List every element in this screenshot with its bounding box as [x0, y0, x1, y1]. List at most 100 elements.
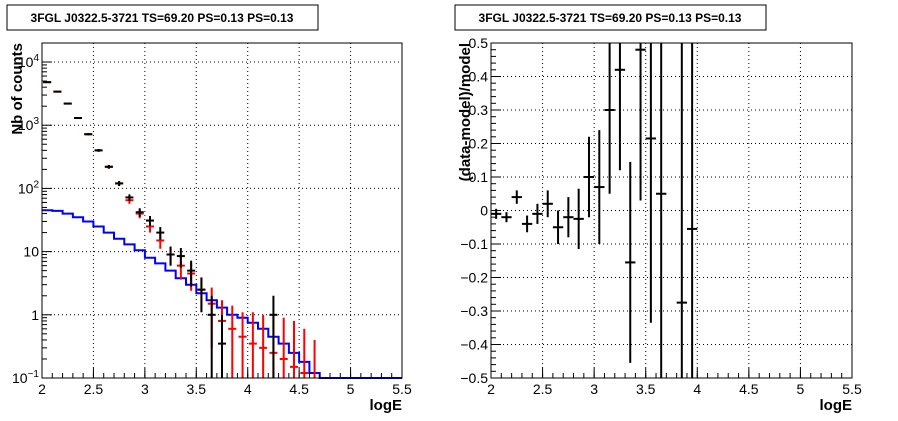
residual-point [521, 215, 533, 233]
residual-point [552, 210, 564, 244]
counts-x-tick-label: 2 [38, 381, 46, 397]
residual-y-tick-label: −0.3 [460, 303, 488, 319]
counts-y-tick-label: 103 [18, 116, 40, 133]
data-point [166, 246, 175, 266]
residual-x-tick-label: 4.5 [739, 381, 759, 397]
residual-point [511, 190, 522, 204]
residual-point [625, 161, 636, 363]
data-point [176, 248, 185, 268]
model-point [300, 328, 309, 378]
data-point [218, 314, 226, 378]
counts-series [42, 81, 402, 379]
residual-y-tick-label: −0.2 [460, 270, 488, 286]
model-point [238, 312, 247, 378]
counts-panel: 3FGL J0322.5-3721 TS=69.20 PS=0.13 PS=0.… [6, 4, 412, 414]
counts-y-tick-label: 10−1 [12, 369, 39, 386]
residual-series [491, 43, 698, 378]
counts-x-tick-label: 5.5 [392, 381, 412, 397]
counts-x-tick-labels: 2 2.5 3 3.5 4 4.5 5 5.5 [38, 381, 412, 397]
residual-panel: 3FGL J0322.5-3721 TS=69.20 PS=0.13 PS=0.… [454, 4, 862, 414]
data-point [115, 181, 124, 187]
data-point [53, 90, 62, 93]
residual-point [573, 188, 584, 250]
counts-grid [42, 43, 402, 378]
counts-y-axis-label: Nb of counts [9, 43, 26, 135]
data-point [135, 208, 144, 217]
residual-point [676, 43, 687, 378]
residual-point [594, 130, 605, 244]
residual-grid [491, 43, 852, 378]
residual-point [501, 212, 512, 223]
residual-point [604, 43, 615, 194]
model-point [279, 317, 288, 378]
residual-y-axis-label: (data-model)/model [457, 43, 474, 181]
residual-title: 3FGL J0322.5-3721 TS=69.20 PS=0.13 PS=0.… [479, 11, 742, 25]
counts-x-tick-label: 4 [244, 381, 252, 397]
counts-x-tick-label: 5 [347, 381, 355, 397]
residual-y-tick-label: 0 [480, 203, 488, 219]
residual-y-tick-label: 0.1 [469, 169, 489, 185]
counts-y-tick-label: 10 [23, 244, 39, 260]
counts-y-tick-labels: 10−1 1 10 102 103 104 [12, 53, 39, 386]
residual-point [532, 203, 543, 224]
counts-x-tick-label: 2.5 [84, 381, 104, 397]
counts-x-axis-label: logE [370, 397, 403, 414]
model-point [259, 314, 268, 378]
residual-x-tick-label: 5 [797, 381, 805, 397]
residual-point [656, 43, 667, 378]
residual-axis-ticks [490, 42, 853, 379]
data-point [104, 164, 113, 169]
model-point [290, 320, 298, 378]
data-point [74, 117, 82, 120]
counts-axis-ticks [41, 42, 403, 379]
counts-y-tick-label: 104 [18, 53, 40, 70]
residual-y-tick-label: −0.1 [460, 236, 488, 252]
residual-y-tick-label: −0.4 [460, 337, 488, 353]
data-point [207, 295, 216, 378]
data-point [187, 260, 196, 287]
residual-x-tick-label: 4 [693, 381, 701, 397]
residual-point [635, 43, 646, 201]
residual-x-tick-label: 3 [590, 381, 598, 397]
residual-x-tick-labels: 2 2.5 3 3.5 4 4.5 5 5.5 [487, 381, 862, 397]
counts-x-tick-label: 3.5 [187, 381, 207, 397]
counts-y-tick-label: 102 [18, 179, 40, 196]
residual-y-tick-label: 0.5 [469, 35, 489, 51]
data-point [43, 81, 52, 84]
residual-y-tick-labels: −0.5 −0.4 −0.3 −0.2 −0.1 0 0.1 0.2 0.3 0.4 0.5 [460, 35, 488, 386]
counts-frame [41, 42, 403, 379]
counts-title: 3FGL J0322.5-3721 TS=69.20 PS=0.13 PS=0.… [31, 11, 294, 25]
counts-x-tick-label: 3 [141, 381, 149, 397]
data-point [146, 216, 154, 227]
source-model-step-line [42, 209, 402, 379]
residual-y-tick-label: 0.4 [469, 69, 489, 85]
data-point [63, 102, 72, 105]
residual-point [686, 43, 698, 378]
data-point [269, 295, 278, 378]
counts-y-tick-label: 1 [31, 307, 39, 323]
data-point [125, 194, 134, 201]
model-point [248, 312, 257, 378]
residual-x-tick-label: 5.5 [842, 381, 862, 397]
data-point [94, 149, 103, 152]
residual-x-tick-label: 3.5 [636, 381, 656, 397]
counts-x-tick-label: 4.5 [289, 381, 309, 397]
residual-point [614, 43, 626, 171]
data-point [84, 133, 93, 136]
residual-x-tick-label: 2.5 [533, 381, 553, 397]
residual-point [645, 43, 657, 323]
residual-point [542, 190, 553, 218]
residual-point [563, 197, 574, 238]
data-point [197, 277, 206, 313]
residual-x-axis-label: logE [820, 397, 853, 414]
residual-title-box [454, 4, 767, 31]
residual-y-tick-label: 0.2 [469, 136, 489, 152]
counts-title-box [6, 4, 319, 31]
residual-y-tick-label: −0.5 [460, 370, 488, 386]
residual-y-tick-label: 0.3 [469, 102, 489, 118]
data-point [156, 227, 165, 240]
residual-x-tick-label: 2 [487, 381, 495, 397]
model-point [228, 305, 237, 378]
residual-point [583, 136, 595, 218]
